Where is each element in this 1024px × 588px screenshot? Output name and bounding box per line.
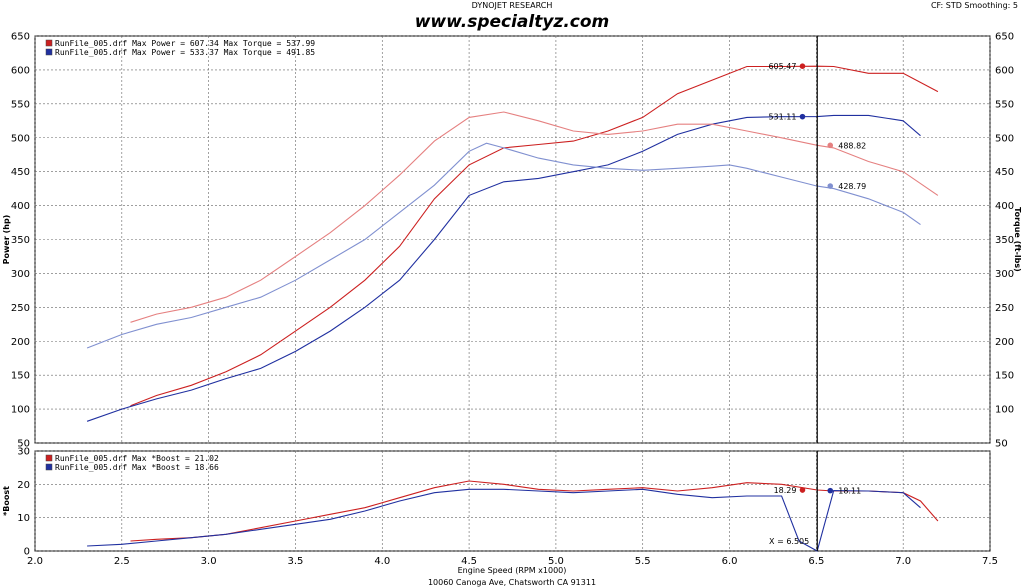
boost-y-tick-label: 0 — [24, 547, 30, 558]
power-torque-y-tick-label: 250 — [11, 303, 30, 314]
power-torque-y-tick-label: 300 — [11, 269, 30, 280]
boost-y-tick-label: 20 — [17, 480, 30, 491]
boost-marker-point — [827, 487, 834, 494]
power-torque-y2-tick-label: 400 — [995, 201, 1014, 212]
boost-legend-swatch — [45, 463, 53, 471]
power-torque-y2-axis-title: Torque (ft-lbs) — [1013, 207, 1022, 272]
power-torque-y-tick-label: 100 — [11, 405, 30, 416]
x-tick-label: 6.0 — [722, 556, 738, 567]
power-torque-y-tick-label: 400 — [11, 201, 30, 212]
power-torque-power-marker-point — [799, 113, 806, 120]
power-torque-y-tick-label: 500 — [11, 133, 30, 144]
power-torque-y2-tick-label: 50 — [995, 439, 1008, 450]
power-torque-y2-tick-label: 450 — [995, 167, 1014, 178]
power-torque-y-tick-label: 450 — [11, 167, 30, 178]
cursor-x-readout: X = 6.505 — [769, 537, 809, 546]
address-text: 10060 Canoga Ave, Chatsworth CA 91311 — [427, 578, 597, 587]
power-torque-y-tick-label: 350 — [11, 235, 30, 246]
power-torque-legend-entry: RunFile_005.drf Max Power = 607.34 Max T… — [55, 39, 315, 48]
power-torque-y-axis-title: Power (hp) — [2, 215, 11, 265]
power-torque-y-tick-label: 650 — [11, 32, 30, 43]
x-tick-label: 3.5 — [288, 556, 304, 567]
boost-y-tick-label: 10 — [17, 513, 30, 524]
power-torque-legend-swatch — [45, 39, 53, 47]
settings-readout: CF: STD Smoothing: 5 — [930, 1, 1018, 10]
power-torque-y2-tick-label: 550 — [995, 99, 1014, 110]
site-url: www.specialtyz.com — [414, 12, 610, 32]
boost-marker-label: 18.29 — [774, 486, 797, 495]
x-tick-label: 7.5 — [982, 556, 998, 567]
power-torque-torque-series-line-run2 — [86, 142, 921, 349]
power-torque-y2-tick-label: 200 — [995, 337, 1014, 348]
power-torque-y2-tick-label: 150 — [995, 371, 1014, 382]
x-tick-label: 4.5 — [461, 556, 477, 567]
power-torque-power-marker-point — [799, 63, 806, 70]
power-torque-power-marker-label: 605.47 — [768, 62, 796, 71]
x-tick-label: 5.5 — [635, 556, 651, 567]
x-tick-label: 6.5 — [808, 556, 824, 567]
boost-legend-swatch — [45, 454, 53, 462]
boost-y-axis-title: *Boost — [2, 486, 11, 516]
boost-series-line-run2 — [87, 488, 921, 552]
power-torque-y2-tick-label: 250 — [995, 303, 1014, 314]
power-torque-y-tick-label: 600 — [11, 65, 30, 76]
power-torque-y2-tick-label: 350 — [995, 235, 1014, 246]
power-torque-y-tick-label: 550 — [11, 99, 30, 110]
power-torque-y2-tick-label: 300 — [995, 269, 1014, 280]
power-torque-y2-tick-label: 650 — [995, 32, 1014, 43]
power-torque-power-series-line-run2 — [86, 114, 921, 422]
chart-header-title: DYNOJET RESEARCH — [471, 1, 553, 10]
power-torque-power-marker-label: 531.11 — [768, 113, 796, 122]
x-tick-label: 4.0 — [374, 556, 390, 567]
power-torque-y-tick-label: 200 — [11, 337, 30, 348]
power-torque-y2-tick-label: 100 — [995, 405, 1014, 416]
boost-legend-entry: RunFile_005.drf Max *Boost = 21.02 — [55, 454, 219, 463]
power-torque-y-tick-label: 150 — [11, 371, 30, 382]
power-torque-y-tick-label: 50 — [17, 439, 30, 450]
power-torque-legend-swatch — [45, 48, 53, 56]
x-tick-label: 3.0 — [201, 556, 217, 567]
power-torque-y2-tick-label: 500 — [995, 133, 1014, 144]
x-tick-label: 2.5 — [114, 556, 130, 567]
x-axis-label: Engine Speed (RPM x1000) — [457, 566, 567, 575]
power-torque-y2-tick-label: 600 — [995, 65, 1014, 76]
boost-marker-point — [799, 487, 806, 493]
boost-y-tick-label: 30 — [17, 447, 30, 458]
power-torque-torque-marker-label: 428.79 — [838, 182, 866, 191]
x-tick-label: 2.0 — [27, 556, 43, 567]
boost-marker-label: 18.11 — [838, 487, 861, 496]
power-torque-legend-entry: RunFile_005.drf Max Power = 533.37 Max T… — [55, 48, 315, 57]
power-torque-torque-marker-point — [827, 142, 834, 149]
power-torque-torque-marker-label: 488.82 — [838, 141, 866, 150]
power-torque-torque-marker-point — [827, 183, 834, 189]
x-tick-label: 5.0 — [548, 556, 564, 567]
boost-legend-entry: RunFile_005.drf Max *Boost = 18.66 — [55, 463, 219, 472]
x-tick-label: 7.0 — [895, 556, 911, 567]
